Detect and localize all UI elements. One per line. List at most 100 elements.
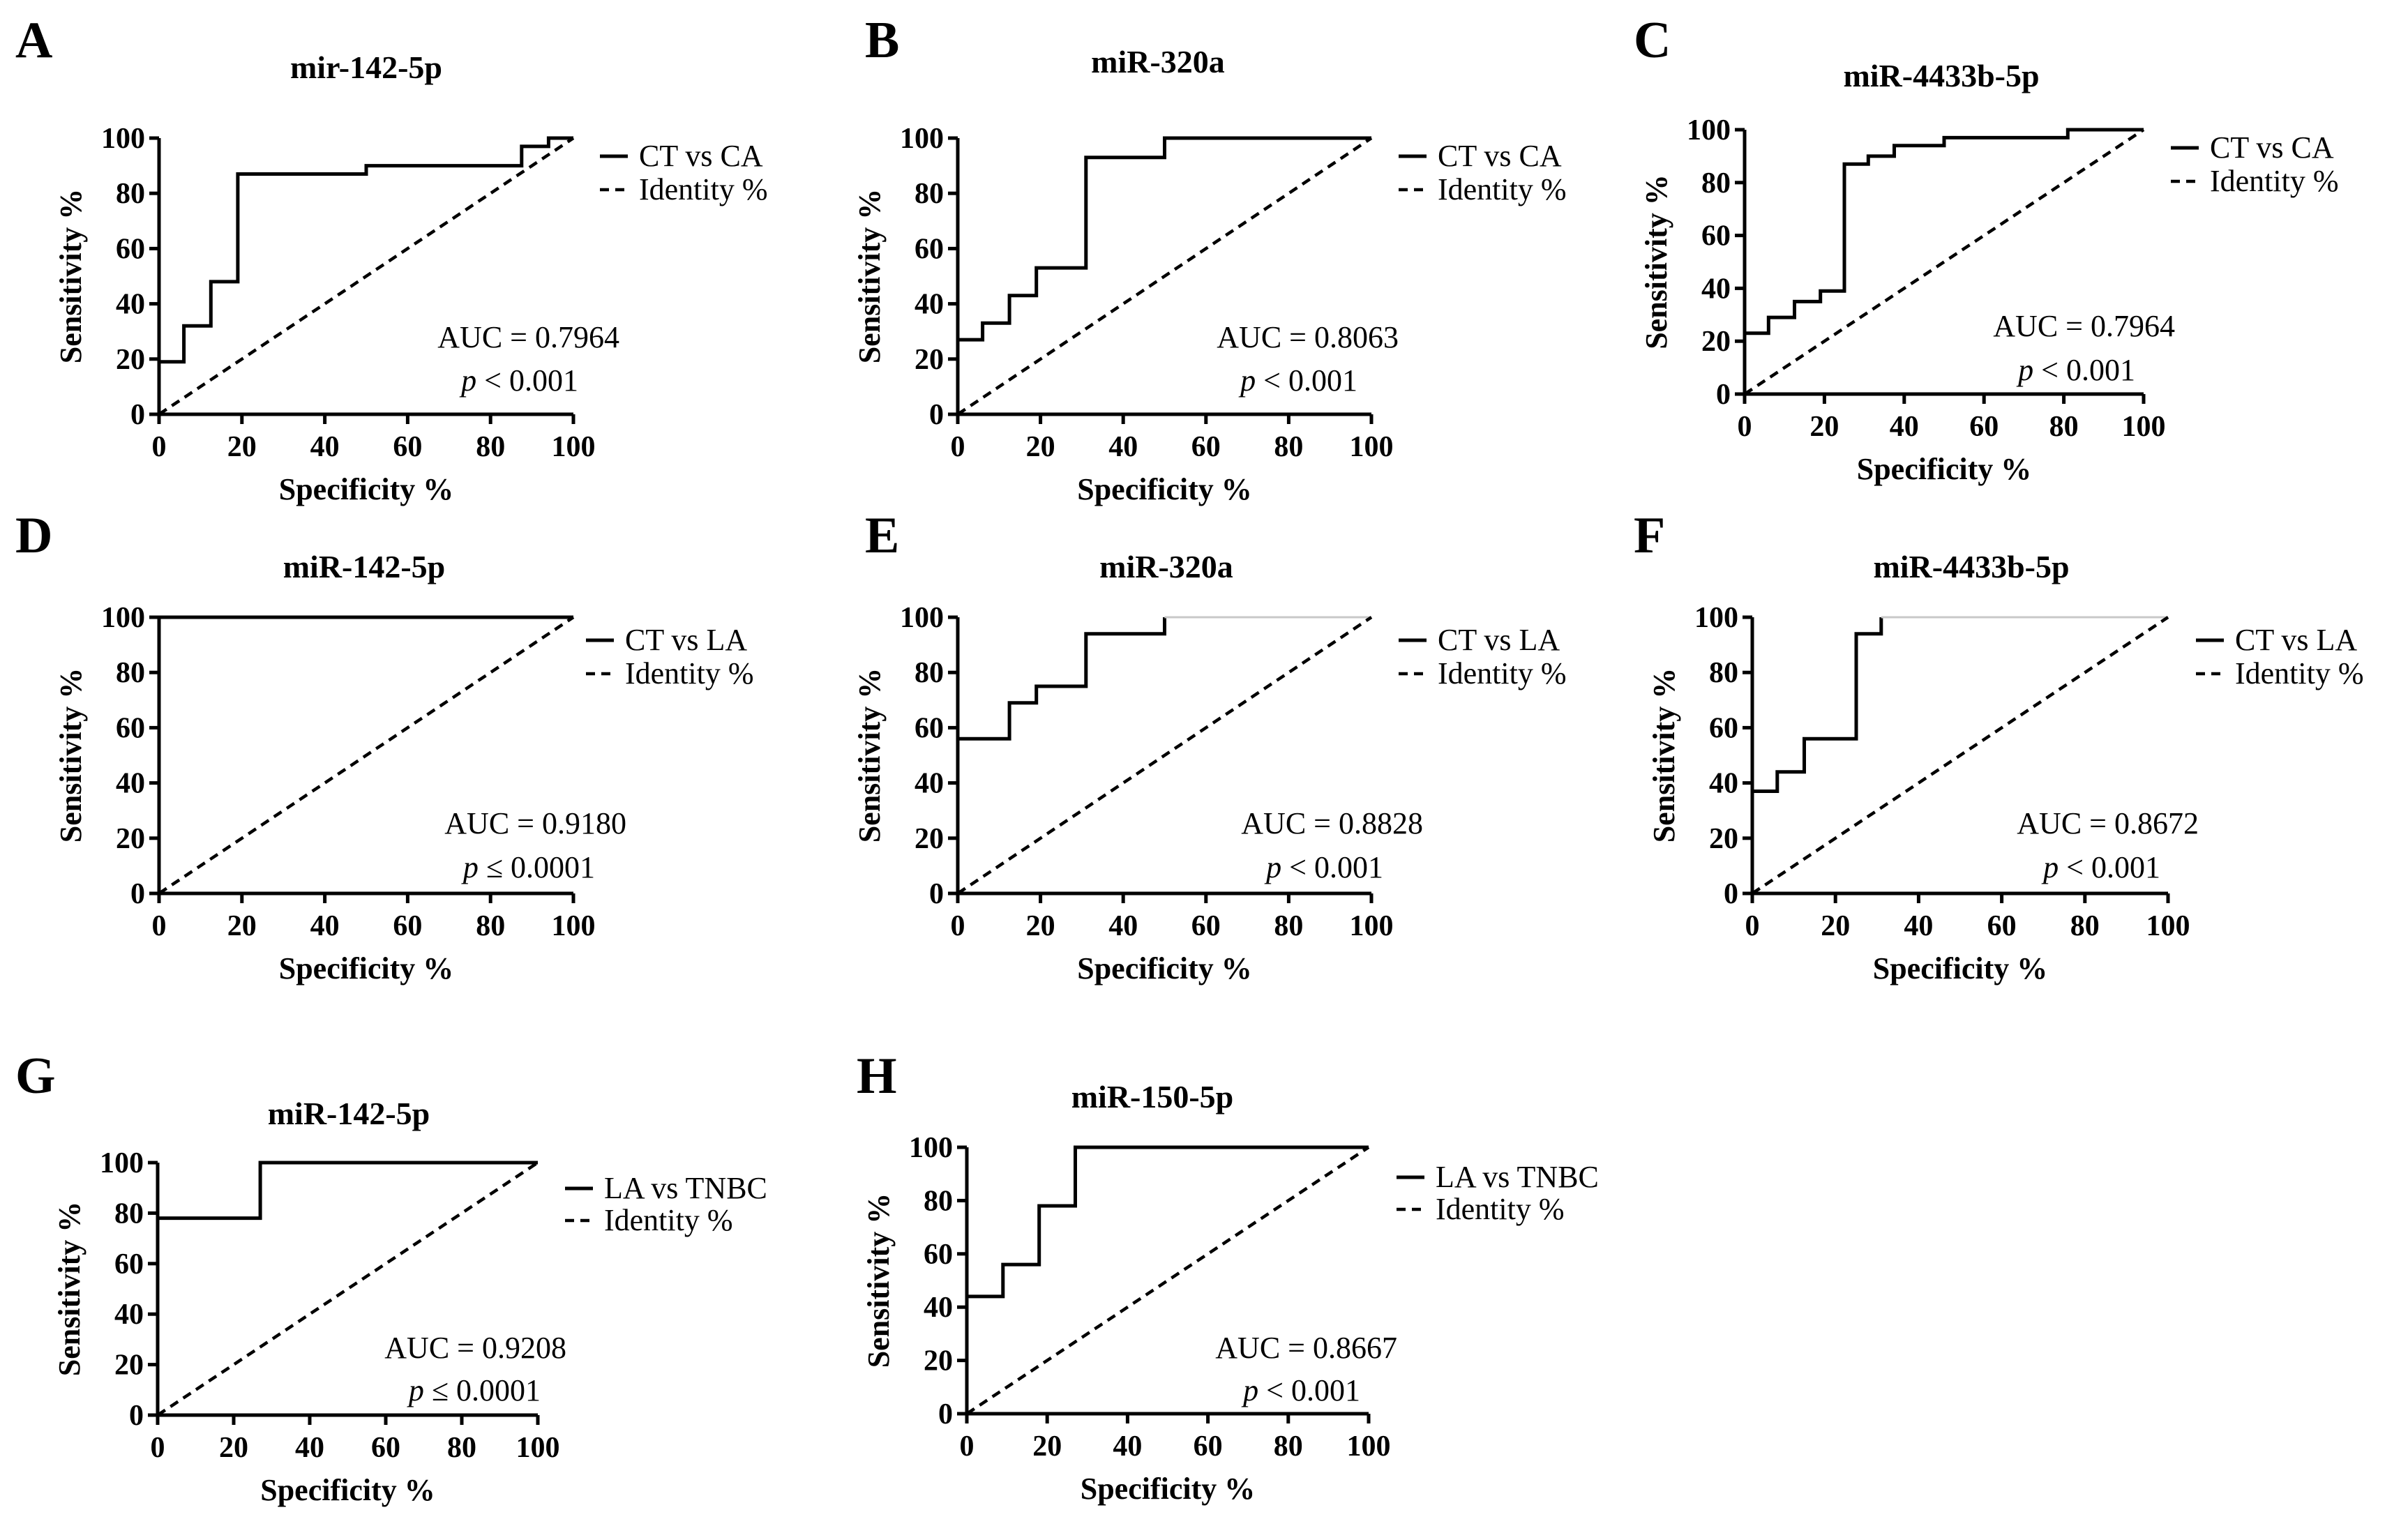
roc-curve bbox=[967, 1145, 1369, 1299]
x-tick-label: 60 bbox=[1191, 431, 1221, 463]
roc-curve bbox=[1745, 128, 2144, 335]
p-symbol: p bbox=[1264, 850, 1281, 884]
x-tick-label: 80 bbox=[447, 1432, 476, 1464]
x-tick-label: 80 bbox=[1274, 431, 1303, 463]
p-value-text: < 0.001 bbox=[1256, 363, 1357, 398]
y-tick-label: 100 bbox=[1694, 602, 1738, 634]
legend-label: Identity % bbox=[1438, 656, 1567, 690]
y-tick-label: 100 bbox=[909, 1132, 953, 1164]
x-tick-label: 80 bbox=[476, 431, 505, 463]
y-tick-label: 40 bbox=[924, 1292, 953, 1324]
y-tick-label: 100 bbox=[900, 602, 944, 634]
x-tick-label: 40 bbox=[1890, 411, 1919, 443]
p-value-text: < 0.001 bbox=[2033, 353, 2135, 387]
y-tick-label: 20 bbox=[114, 1350, 144, 1382]
auc-annotation: AUC = 0.7964 bbox=[437, 320, 619, 354]
legend-label: LA vs TNBC bbox=[1436, 1160, 1599, 1194]
x-tick-label: 0 bbox=[951, 910, 965, 942]
p-symbol: p bbox=[1241, 1373, 1258, 1407]
y-tick-label: 100 bbox=[101, 602, 145, 634]
y-tick-label: 60 bbox=[1709, 712, 1738, 744]
roc-curve bbox=[958, 617, 1166, 741]
legend-label: Identity % bbox=[1436, 1192, 1565, 1226]
panel-letter: E bbox=[865, 507, 899, 564]
x-tick-label: 20 bbox=[1026, 910, 1055, 942]
legend-label: Identity % bbox=[604, 1203, 733, 1237]
p-value-annotation: p < 0.001 bbox=[1241, 1373, 1360, 1407]
p-symbol: p bbox=[407, 1373, 424, 1407]
x-tick-label: 80 bbox=[2049, 411, 2079, 443]
auc-annotation: AUC = 0.8828 bbox=[1241, 806, 1423, 840]
y-tick-label: 20 bbox=[1701, 326, 1731, 358]
panel-letter: C bbox=[1634, 12, 1671, 69]
x-tick-label: 100 bbox=[552, 431, 596, 463]
y-tick-label: 60 bbox=[924, 1239, 953, 1271]
auc-annotation: AUC = 0.8063 bbox=[1217, 320, 1399, 354]
y-tick-label: 80 bbox=[915, 178, 944, 210]
x-tick-label: 0 bbox=[951, 431, 965, 463]
y-tick-label: 0 bbox=[1724, 878, 1738, 910]
x-tick-label: 100 bbox=[1347, 1430, 1391, 1463]
y-tick-label: 80 bbox=[1701, 167, 1731, 199]
y-tick-label: 60 bbox=[114, 1248, 144, 1281]
x-tick-label: 60 bbox=[1194, 1430, 1223, 1463]
y-tick-label: 0 bbox=[929, 878, 944, 910]
x-tick-label: 20 bbox=[227, 910, 257, 942]
chart-title: miR-142-5p bbox=[283, 549, 446, 584]
y-tick-label: 60 bbox=[915, 233, 944, 265]
y-tick-label: 100 bbox=[1687, 114, 1731, 146]
y-tick-label: 60 bbox=[915, 712, 944, 744]
p-value-annotation: p < 0.001 bbox=[1238, 363, 1357, 398]
y-tick-label: 60 bbox=[1701, 220, 1731, 252]
x-tick-label: 60 bbox=[1191, 910, 1221, 942]
y-axis-label: Sensitivity % bbox=[861, 1193, 896, 1368]
chart-title: miR-320a bbox=[1099, 549, 1233, 584]
chart-title: miR-4433b-5p bbox=[1843, 58, 2039, 93]
x-tick-label: 80 bbox=[1274, 1430, 1303, 1463]
auc-annotation: AUC = 0.9180 bbox=[444, 806, 626, 840]
x-tick-label: 60 bbox=[371, 1432, 400, 1464]
p-value-text: < 0.001 bbox=[1258, 1373, 1360, 1407]
x-tick-label: 100 bbox=[1350, 431, 1394, 463]
y-tick-label: 20 bbox=[116, 344, 145, 376]
y-tick-label: 0 bbox=[929, 399, 944, 431]
y-tick-label: 20 bbox=[1709, 823, 1738, 855]
legend-label: CT vs LA bbox=[2235, 623, 2357, 657]
y-tick-label: 40 bbox=[114, 1299, 144, 1331]
y-tick-label: 0 bbox=[1716, 379, 1731, 411]
x-axis-label: Specificity % bbox=[1873, 951, 2048, 985]
p-value-annotation: p < 0.001 bbox=[2016, 353, 2135, 387]
y-axis-label: Sensitivity % bbox=[1639, 174, 1673, 349]
panel-letter: G bbox=[15, 1048, 56, 1105]
x-axis-label: Specificity % bbox=[1857, 452, 2032, 486]
x-tick-label: 20 bbox=[219, 1432, 248, 1464]
identity-line bbox=[1751, 616, 2169, 895]
identity-line bbox=[956, 137, 1373, 416]
identity-line bbox=[158, 616, 575, 895]
x-tick-label: 20 bbox=[1809, 411, 1839, 443]
chart-title: mir-142-5p bbox=[290, 50, 442, 85]
legend-label: Identity % bbox=[1438, 172, 1567, 206]
p-symbol: p bbox=[459, 363, 476, 398]
x-axis-label: Specificity % bbox=[1077, 472, 1252, 506]
x-tick-label: 100 bbox=[552, 910, 596, 942]
x-axis-label: Specificity % bbox=[1081, 1472, 1256, 1506]
y-tick-label: 40 bbox=[116, 768, 145, 800]
identity-line bbox=[1743, 128, 2145, 395]
x-tick-label: 0 bbox=[1745, 910, 1760, 942]
y-axis-label: Sensitivity % bbox=[852, 189, 887, 364]
x-tick-label: 40 bbox=[310, 431, 340, 463]
y-tick-label: 60 bbox=[116, 712, 145, 744]
chart-title: miR-4433b-5p bbox=[1873, 549, 2069, 584]
p-value-annotation: p < 0.001 bbox=[1264, 850, 1383, 884]
x-tick-label: 60 bbox=[393, 910, 422, 942]
y-tick-label: 20 bbox=[924, 1345, 953, 1377]
panel-letter: H bbox=[857, 1048, 897, 1105]
y-axis-label: Sensitivity % bbox=[852, 668, 887, 843]
